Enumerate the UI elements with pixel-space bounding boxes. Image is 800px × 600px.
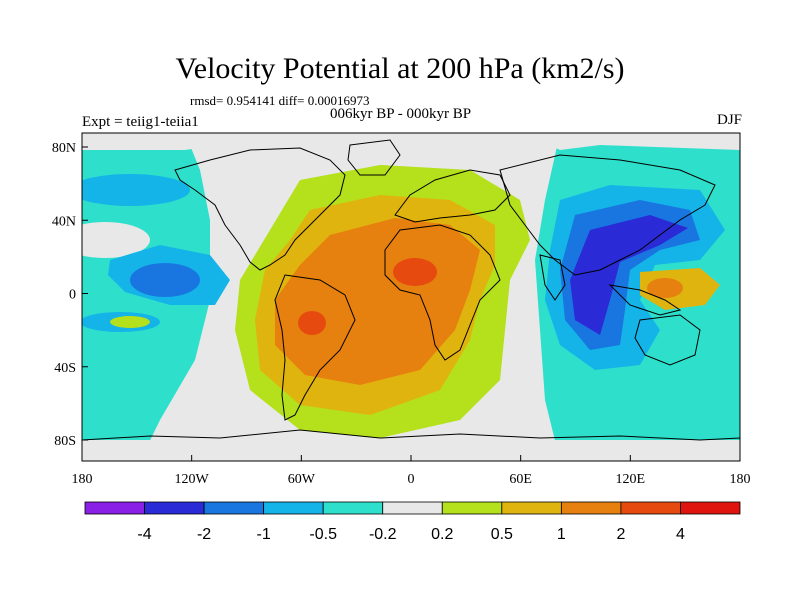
colorbar: -4 -2 -1 -0.5 -0.2 0.2 0.5 1 2 4 [84, 501, 741, 543]
x-tick-label: 120W [175, 472, 210, 487]
contour-fields [82, 133, 740, 461]
colorbar-swatch [203, 501, 265, 515]
field-darkblue-east [570, 215, 688, 335]
colorbar-swatch [501, 501, 562, 515]
colorbar-swatch [382, 501, 443, 515]
coast-south-america [274, 274, 356, 421]
field-blue-west [130, 263, 200, 297]
colorbar-label: 0.5 [491, 526, 513, 543]
colorbar-label: 1 [557, 526, 566, 543]
y-axis: 80N 40N 0 40S 80S [52, 141, 88, 449]
colorbar-label: -0.5 [309, 526, 337, 543]
field-orange-east [647, 278, 683, 298]
y-tick-label: 40N [52, 214, 76, 229]
colorbar-swatch [620, 501, 681, 515]
field-redorange-south-america [298, 311, 326, 335]
colorbar-swatch [84, 501, 145, 515]
colorbar-swatch [263, 501, 324, 515]
season-label: DJF [716, 112, 742, 128]
field-neutral-north [82, 133, 740, 150]
x-tick-label: 60E [509, 472, 532, 487]
colorbar-swatch [560, 501, 622, 515]
colorbar-label: 2 [616, 526, 625, 543]
coast-greenland [347, 139, 401, 176]
coast-asia [499, 154, 716, 276]
y-tick-label: 0 [69, 288, 76, 303]
y-tick-label: 80S [54, 434, 76, 449]
field-redorange-africa [393, 258, 437, 286]
x-tick-label: 0 [408, 472, 415, 487]
colorbar-label: -0.2 [369, 526, 397, 543]
field-neutral-pacific [82, 222, 150, 258]
colorbar-swatch [441, 501, 503, 515]
coast-europe [394, 169, 511, 223]
coast-north-america [174, 147, 346, 271]
coast-india [539, 254, 566, 301]
colorbar-label: 0.2 [431, 526, 453, 543]
coast-se-asia [608, 284, 682, 316]
field-lightblue-north-pacific [82, 174, 190, 206]
colorbar-label: -2 [197, 526, 211, 543]
x-axis: 180 120W 60W 0 60E 120E 180 [72, 455, 751, 487]
experiment-label: Expt = teiig1-teiia1 [82, 114, 199, 130]
map-title: Velocity Potential at 200 hPa (km2/s) [175, 52, 625, 85]
y-tick-label: 80N [52, 141, 76, 156]
rmsd-diff-stats: rmsd= 0.954141 diff= 0.00016973 [190, 93, 370, 108]
x-tick-label: 120E [616, 472, 646, 487]
x-tick-label: 180 [730, 472, 751, 487]
field-yellowgreen-west [110, 316, 150, 328]
colorbar-swatch [144, 501, 205, 515]
colorbar-label: -4 [137, 526, 151, 543]
colorbar-swatch [680, 501, 741, 515]
period-label: 006kyr BP - 000kyr BP [330, 106, 472, 122]
y-tick-label: 40S [54, 361, 76, 376]
coast-antarctica [82, 429, 740, 441]
coast-africa [384, 224, 501, 361]
field-orange [275, 218, 480, 385]
colorbar-label: -1 [257, 526, 271, 543]
x-tick-label: 60W [288, 472, 316, 487]
coastlines [82, 139, 740, 441]
colorbar-label: 4 [676, 526, 685, 543]
coast-australia [634, 314, 701, 366]
x-tick-label: 180 [72, 472, 93, 487]
colorbar-swatch [322, 501, 384, 515]
field-neutral-south [82, 440, 740, 461]
